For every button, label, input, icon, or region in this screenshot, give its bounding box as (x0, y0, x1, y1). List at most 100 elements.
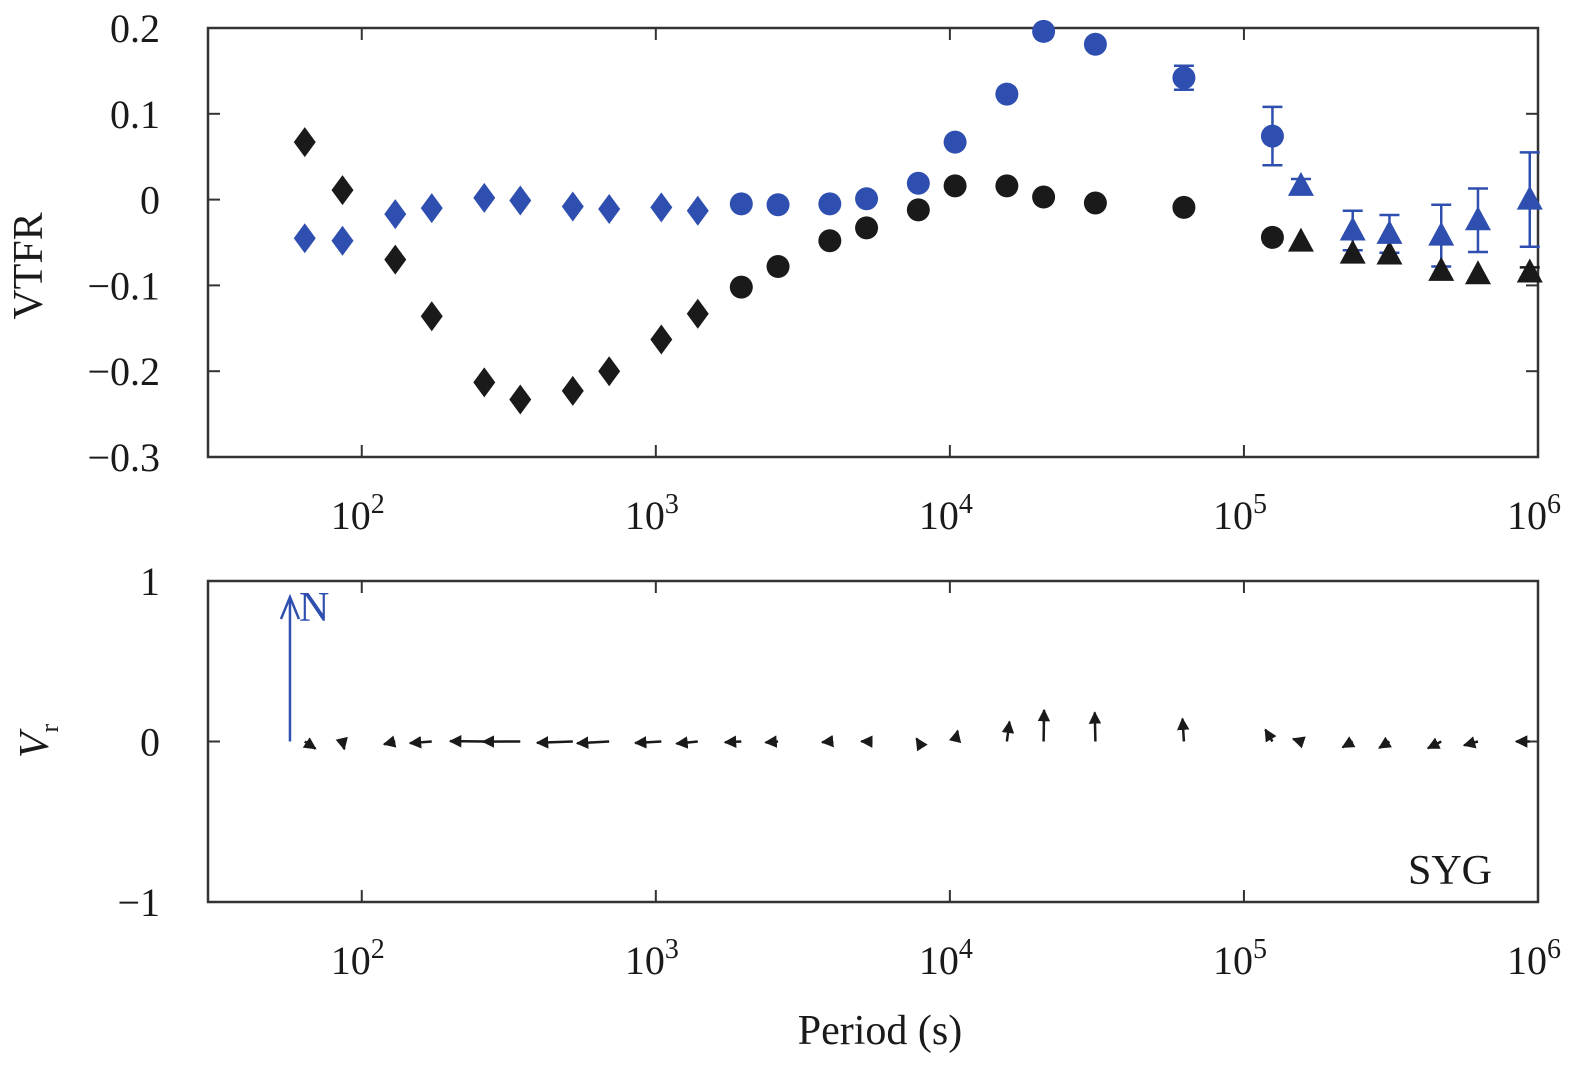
data-point-triangle (1464, 260, 1491, 285)
data-point-triangle (1376, 219, 1403, 244)
vtfr-y-tick-label: 0.1 (110, 92, 160, 137)
data-point-triangle (1464, 206, 1491, 231)
data-point-circle (855, 216, 879, 240)
vector-x-tick-label: 103 (625, 934, 679, 983)
north-label: N (299, 585, 329, 631)
data-point-diamond (331, 175, 354, 206)
data-point-circle (729, 192, 753, 216)
data-point-circle (943, 174, 967, 198)
vtfr-y-tick-label: −0.1 (87, 263, 160, 308)
vtfr-x-tick-label: 104 (919, 489, 973, 538)
data-point-circle (1032, 185, 1056, 209)
vtfr-x-tick-label: 105 (1213, 489, 1267, 538)
vtfr-y-tick-label: 0.2 (110, 6, 160, 51)
induction-arrow (675, 736, 698, 749)
vector-x-tick-labels: 102 103 104 105 106 (331, 934, 1561, 983)
data-point-triangle (1287, 227, 1314, 252)
data-point-triangle (1428, 256, 1455, 281)
data-point-triangle (1376, 240, 1403, 265)
data-point-circle (1083, 32, 1107, 56)
x-axis-title: Period (s) (798, 1008, 962, 1054)
data-point-triangle (1287, 171, 1314, 196)
vector-x-tick-label: 106 (1507, 934, 1561, 983)
vector-y-axis-title-sub: r (35, 724, 64, 733)
vtfr-y-axis-title: VTFR (6, 212, 52, 319)
data-point-circle (943, 130, 967, 154)
data-point-diamond (650, 192, 673, 223)
induction-arrow (535, 736, 573, 749)
induction-arrow (1001, 720, 1015, 742)
data-point-triangle (1516, 185, 1543, 210)
data-point-triangle (1516, 258, 1543, 283)
data-point-circle (766, 193, 790, 217)
vtfr-y-tick-labels: 0.2 0.1 0 −0.1 −0.2 −0.3 (87, 6, 160, 480)
vtfr-y-tick-label: −0.2 (87, 349, 160, 394)
vtfr-x-tick-label: 103 (625, 489, 679, 538)
data-point-diamond (509, 185, 532, 216)
induction-arrows (302, 708, 1530, 752)
data-point-diamond (420, 301, 443, 332)
data-point-diamond (598, 356, 621, 387)
vtfr-y-tick-label: −0.3 (87, 435, 160, 480)
induction-arrow (1426, 737, 1442, 750)
induction-arrow (1176, 717, 1190, 742)
vector-x-tick-label: 104 (919, 934, 973, 983)
data-point-diamond (686, 298, 709, 329)
induction-arrow (915, 737, 928, 752)
data-point-diamond (473, 367, 496, 398)
induction-arrow (723, 735, 742, 748)
vtfr-y-tick-label: 0 (140, 178, 160, 223)
vector-x-tick-label: 102 (331, 934, 385, 983)
data-point-circle (1172, 66, 1196, 90)
station-annotation: SYG (1408, 848, 1492, 894)
induction-arrow (408, 736, 432, 749)
data-point-circle (818, 229, 842, 253)
data-point-circle (766, 255, 790, 279)
data-point-circle (906, 171, 930, 195)
vector-plot-frame (206, 579, 1540, 904)
induction-arrow (1291, 736, 1306, 749)
north-arrow: N (279, 585, 329, 742)
data-point-triangle (1339, 216, 1366, 241)
vector-y-tick-label: −1 (117, 880, 160, 925)
induction-arrow (820, 734, 834, 748)
vector-y-tick-label: 1 (140, 559, 160, 604)
data-point-circle (855, 187, 879, 211)
vector-y-tick-label: 0 (140, 720, 160, 765)
induction-arrow (302, 737, 317, 750)
induction-arrow (335, 736, 348, 751)
data-point-circle (995, 174, 1019, 198)
induction-arrow (382, 735, 397, 748)
data-point-diamond (293, 127, 316, 158)
vtfr-x-tick-labels: 102 103 104 105 106 (331, 489, 1561, 538)
induction-arrow (1341, 736, 1356, 749)
data-point-triangle (1428, 221, 1455, 246)
vtfr-panel: 0.2 0.1 0 −0.1 −0.2 −0.3 102 103 104 105 106 VTFR (6, 6, 1561, 538)
vector-x-tick-label: 105 (1213, 934, 1267, 983)
data-point-diamond (598, 194, 621, 225)
vector-y-axis-title-main: V (12, 728, 58, 758)
data-point-diamond (561, 375, 584, 406)
data-point-circle (1083, 191, 1107, 215)
data-point-diamond (384, 199, 407, 230)
data-point-diamond (509, 384, 532, 415)
data-point-diamond (293, 223, 316, 254)
data-point-diamond (384, 244, 407, 275)
data-point-circle (1260, 124, 1284, 148)
vtfr-x-tick-label: 102 (331, 489, 385, 538)
vector-y-axis-title: Vr (12, 724, 64, 759)
induction-arrow (1088, 711, 1102, 742)
vtfr-markers (293, 19, 1543, 415)
data-point-circle (729, 275, 753, 299)
data-point-diamond (420, 193, 443, 224)
data-point-diamond (331, 225, 354, 256)
vector-y-tick-labels: 1 0 −1 (117, 559, 160, 925)
data-point-diamond (473, 182, 496, 213)
data-point-circle (995, 82, 1019, 106)
induction-arrow (1378, 736, 1393, 749)
data-point-circle (1172, 195, 1196, 219)
vtfr-x-tick-label: 106 (1507, 489, 1561, 538)
induction-arrow (633, 736, 662, 749)
induction-arrow (575, 736, 610, 749)
